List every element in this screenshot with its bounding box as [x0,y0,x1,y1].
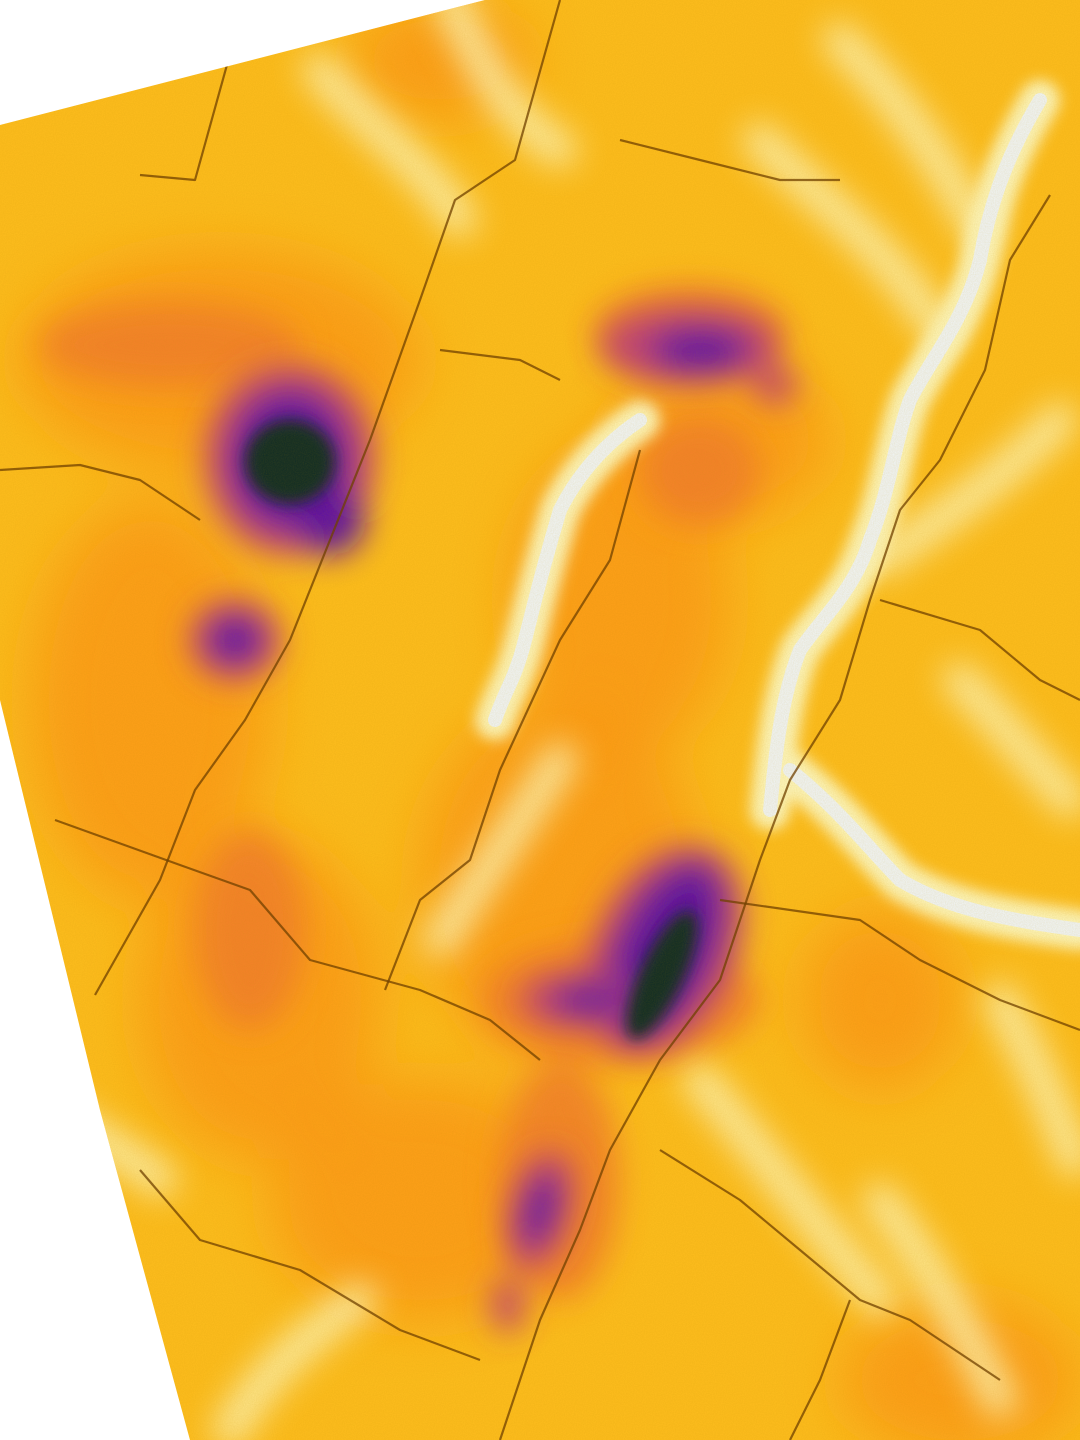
heatmap-map[interactable] [0,0,1080,1440]
texture-overlay [0,0,1080,1440]
survey-area [0,0,1080,1440]
heatmap-canvas[interactable] [0,0,1080,1440]
